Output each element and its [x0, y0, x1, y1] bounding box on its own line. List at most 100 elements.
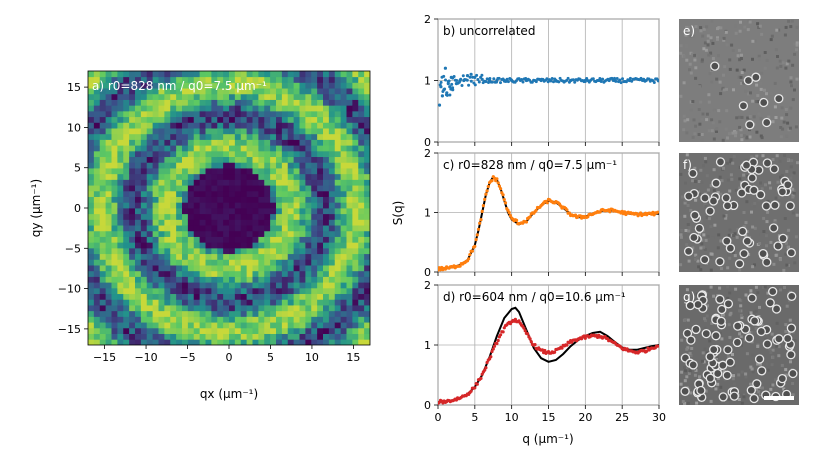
noise-speck	[699, 219, 703, 223]
heatmap-cell	[123, 133, 130, 140]
heatmap-cell	[352, 322, 359, 329]
heatmap-cell	[170, 150, 177, 158]
heatmap-cell	[240, 71, 248, 78]
heatmap-cell	[299, 339, 306, 345]
data-point	[443, 87, 447, 91]
heatmap-cell	[305, 339, 312, 345]
heatmap-cell	[199, 150, 206, 158]
noise-speck	[749, 365, 753, 369]
heatmap-cell	[340, 322, 347, 329]
heatmap-cell	[258, 150, 265, 158]
heatmap-cell	[276, 88, 283, 95]
heatmap-cell	[352, 236, 359, 243]
noise-speck	[732, 234, 736, 237]
heatmap-cell	[205, 322, 212, 329]
heatmap-cell	[352, 99, 359, 106]
heatmap-cell	[334, 310, 342, 317]
panel-c-label: c) r0=828 nm / q0=7.5 µm⁻¹	[443, 158, 617, 172]
heatmap-cell	[193, 150, 201, 158]
heatmap-cell	[346, 82, 353, 89]
heatmap-cell	[193, 270, 201, 277]
noise-speck	[725, 43, 729, 47]
heatmap-cell	[93, 305, 101, 312]
noise-speck	[748, 20, 752, 24]
heatmap-cell	[205, 276, 212, 283]
heatmap-cell	[129, 270, 136, 277]
heatmap-cell	[117, 225, 124, 232]
noise-speck	[751, 99, 755, 103]
heatmap-cell	[129, 202, 136, 209]
heatmap-cell	[281, 213, 289, 220]
heatmap-cell	[199, 139, 206, 146]
noise-speck	[767, 115, 771, 119]
micrograph-f-label: f)	[683, 158, 692, 172]
data-point	[560, 346, 564, 350]
noise-speck	[738, 177, 742, 181]
heatmap-cell	[88, 287, 95, 295]
heatmap-cell	[229, 202, 236, 209]
noise-speck	[683, 318, 687, 322]
noise-speck	[783, 94, 787, 98]
noise-speck	[759, 181, 762, 185]
heatmap-cell	[117, 185, 124, 192]
heatmap-cell	[281, 88, 289, 95]
heatmap-cell	[252, 293, 259, 300]
heatmap-cell	[146, 293, 154, 300]
noise-speck	[686, 318, 690, 322]
heatmap-cell	[358, 128, 365, 135]
noise-speck	[699, 168, 703, 172]
heatmap-cell	[346, 99, 353, 106]
data-point	[656, 210, 659, 214]
heatmap-cell	[258, 327, 265, 334]
heatmap-cell	[358, 282, 365, 289]
heatmap-cell	[111, 82, 118, 89]
heatmap-cell	[193, 190, 201, 197]
heatmap-cell	[334, 145, 342, 152]
heatmap-cell	[346, 242, 353, 249]
noise-speck	[755, 130, 759, 134]
heatmap-cell	[328, 333, 336, 340]
heatmap-cell	[187, 93, 195, 100]
heatmap-cell	[146, 139, 154, 146]
noise-speck	[748, 115, 752, 118]
noise-speck	[719, 239, 723, 243]
noise-speck	[714, 387, 718, 391]
noise-speck	[686, 204, 690, 207]
data-point	[507, 211, 511, 215]
heatmap-cell	[364, 219, 370, 226]
heatmap-cell	[140, 305, 148, 312]
heatmap-cell	[158, 276, 165, 283]
heatmap-cell	[299, 253, 306, 260]
heatmap-cell	[281, 105, 289, 112]
heatmap-cell	[111, 122, 118, 129]
heatmap-cell	[281, 116, 289, 123]
heatmap-cell	[276, 305, 283, 312]
heatmap-cell	[182, 276, 189, 283]
heatmap-cell	[152, 88, 159, 95]
heatmap-cell	[323, 327, 330, 334]
heatmap-cell	[158, 196, 165, 203]
heatmap-cell	[234, 208, 242, 215]
heatmap-cell	[170, 202, 177, 209]
heatmap-cell	[270, 179, 277, 186]
data-point	[476, 227, 481, 231]
heatmap-cell	[299, 156, 306, 163]
heatmap-cell	[158, 162, 165, 169]
heatmap-cell	[340, 179, 347, 186]
data-point	[469, 72, 473, 76]
heatmap-cell	[117, 322, 124, 329]
heatmap-cell	[352, 196, 359, 203]
noise-speck	[793, 42, 797, 46]
heatmap-cell	[270, 265, 277, 272]
noise-speck	[776, 55, 779, 58]
heatmap-cell	[281, 276, 289, 283]
heatmap-cell	[164, 76, 171, 83]
heatmap-cell	[317, 259, 324, 266]
heatmap-cell	[152, 299, 159, 306]
heatmap-cell	[305, 305, 312, 312]
heatmap-cell	[211, 236, 218, 243]
heatmap-cell	[129, 116, 136, 123]
heatmap-cell	[199, 253, 206, 260]
heatmap-cell	[317, 88, 324, 95]
heatmap-cell	[287, 88, 295, 95]
